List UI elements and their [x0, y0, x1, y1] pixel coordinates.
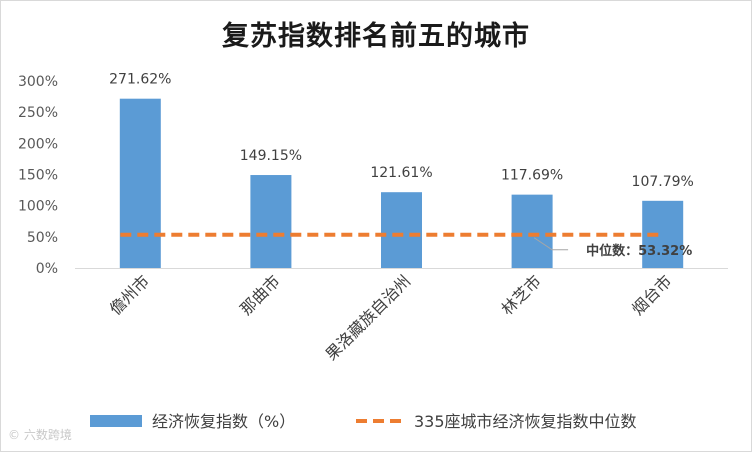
data-label: 271.62%: [109, 72, 171, 88]
data-label: 117.69%: [501, 168, 563, 184]
bar: [511, 194, 553, 268]
x-tick-label: 儋州市: [106, 271, 153, 318]
x-tick-label: 烟台市: [628, 271, 675, 318]
legend-label-bar: 经济恢复指数（%）: [152, 412, 295, 431]
median-annotation: 中位数：53.32%: [586, 243, 692, 259]
legend-swatch-bar: [90, 415, 142, 427]
y-tick-label: 300%: [18, 74, 58, 90]
bar: [250, 175, 292, 268]
x-tick-label: 那曲市: [236, 271, 283, 318]
median-annotation-value: 53.32%: [638, 244, 692, 259]
legend-label-line: 335座城市经济恢复指数中位数: [414, 412, 637, 431]
bar: [381, 192, 422, 268]
y-tick-label: 150%: [18, 168, 58, 184]
y-tick-label: 250%: [18, 105, 58, 121]
y-tick-label: 0%: [36, 261, 58, 277]
data-label: 149.15%: [240, 148, 302, 164]
data-label: 107.79%: [632, 174, 694, 190]
y-tick-label: 100%: [18, 199, 58, 215]
x-tick-label: 林芝市: [498, 271, 545, 318]
x-tick-label: 果洛藏族自治州: [322, 271, 415, 364]
median-annotation-label: 中位数：: [586, 243, 638, 259]
annotation-leader: [533, 237, 569, 251]
data-label: 121.61%: [370, 165, 432, 181]
y-tick-label: 50%: [27, 230, 58, 246]
watermark: © 六数跨境: [8, 428, 72, 442]
chart-title: 复苏指数排名前五的城市: [222, 21, 530, 52]
y-tick-label: 200%: [18, 136, 58, 152]
bar: [119, 98, 161, 268]
